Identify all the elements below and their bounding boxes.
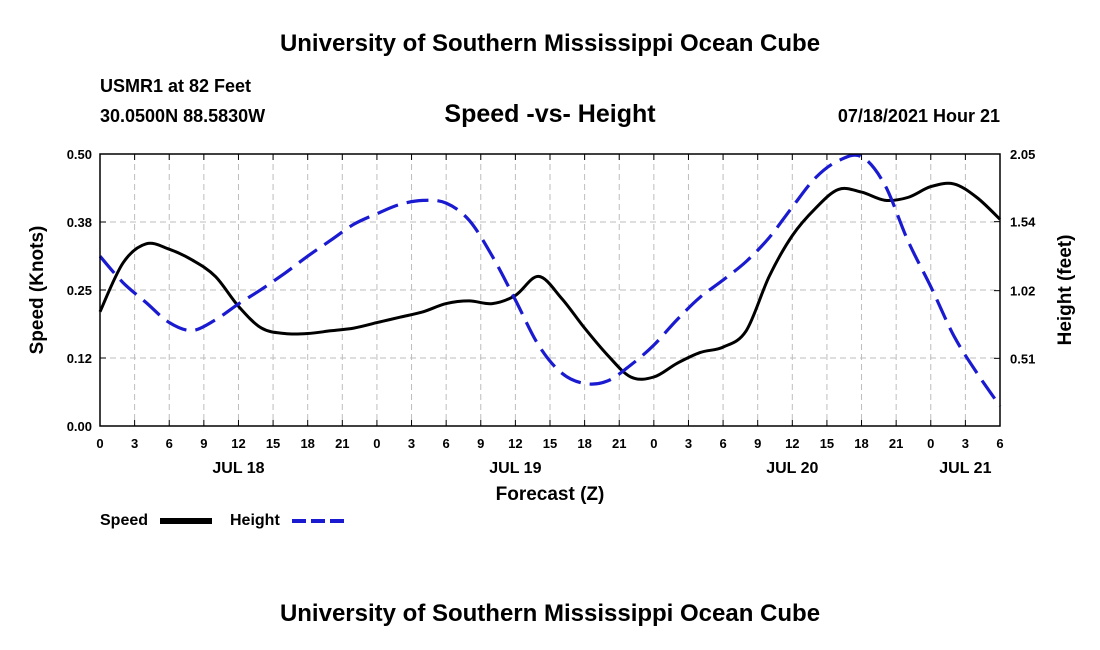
x-tick-label: 21 xyxy=(889,436,903,451)
x-tick-label: 12 xyxy=(508,436,522,451)
y-right-tick-label: 2.05 xyxy=(1010,147,1035,162)
x-tick-label: 9 xyxy=(200,436,207,451)
x-tick-label: 3 xyxy=(408,436,415,451)
y-left-tick-label: 0.00 xyxy=(67,419,92,434)
x-tick-label: 3 xyxy=(685,436,692,451)
chart-title: Speed -vs- Height xyxy=(444,100,656,128)
x-tick-label: 6 xyxy=(166,436,173,451)
x-day-label: JUL 20 xyxy=(766,460,818,477)
x-tick-label: 12 xyxy=(785,436,799,451)
legend-label-speed: Speed xyxy=(100,512,148,529)
y-axis-right-title: Height (feet) xyxy=(1055,235,1076,346)
y-right-tick-label: 1.02 xyxy=(1010,284,1035,299)
x-day-label: JUL 19 xyxy=(489,460,541,477)
x-day-label: JUL 21 xyxy=(939,460,991,477)
x-tick-label: 0 xyxy=(927,436,934,451)
y-axis-left-title: Speed (Knots) xyxy=(27,226,48,355)
y-left-tick-label: 0.38 xyxy=(67,215,92,230)
x-tick-label: 15 xyxy=(543,436,557,451)
y-left-tick-label: 0.12 xyxy=(67,351,92,366)
x-day-label: JUL 18 xyxy=(212,460,264,477)
x-tick-label: 0 xyxy=(373,436,380,451)
x-tick-label: 21 xyxy=(335,436,349,451)
x-tick-label: 3 xyxy=(962,436,969,451)
x-tick-label: 9 xyxy=(477,436,484,451)
station-coordinates: 30.0500N 88.5830W xyxy=(100,106,266,126)
grid-lines xyxy=(100,154,1000,426)
x-tick-label: 6 xyxy=(996,436,1003,451)
station-label: USMR1 at 82 Feet xyxy=(100,76,252,96)
y-right-tick-label: 1.54 xyxy=(1010,215,1036,230)
plot-series xyxy=(98,153,1002,408)
y-right-tick-label: 0.51 xyxy=(1010,351,1035,366)
x-tick-label: 3 xyxy=(131,436,138,451)
series-line-speed xyxy=(98,181,1002,381)
x-axis-title: Forecast (Z) xyxy=(496,484,605,505)
x-tick-label: 6 xyxy=(719,436,726,451)
x-tick-label: 6 xyxy=(443,436,450,451)
legend-label-height: Height xyxy=(230,512,280,529)
series-line-height xyxy=(98,153,1002,408)
x-tick-label: 21 xyxy=(612,436,626,451)
page-footer-title: University of Southern Mississippi Ocean… xyxy=(279,600,821,627)
x-tick-label: 18 xyxy=(300,436,314,451)
x-tick-label: 0 xyxy=(650,436,657,451)
axis-ticks: 0 3 6 9 12 15 18 21 0 3 6 9 12 15 18 21 0 3 6 9 12 15 18 21 0 3 6J… xyxy=(67,147,1036,477)
x-tick-label: 0 xyxy=(96,436,103,451)
page-title: University of Southern Mississippi Ocean… xyxy=(279,30,821,57)
y-left-tick-label: 0.50 xyxy=(67,147,92,162)
x-tick-label: 15 xyxy=(266,436,280,451)
x-tick-label: 12 xyxy=(231,436,245,451)
x-tick-label: 15 xyxy=(820,436,834,451)
y-left-tick-label: 0.25 xyxy=(67,283,92,298)
x-tick-label: 18 xyxy=(854,436,868,451)
legend: Speed Height xyxy=(100,512,344,529)
forecast-timestamp: 07/18/2021 Hour 21 xyxy=(837,106,1000,126)
x-tick-label: 9 xyxy=(754,436,761,451)
x-tick-label: 18 xyxy=(577,436,591,451)
